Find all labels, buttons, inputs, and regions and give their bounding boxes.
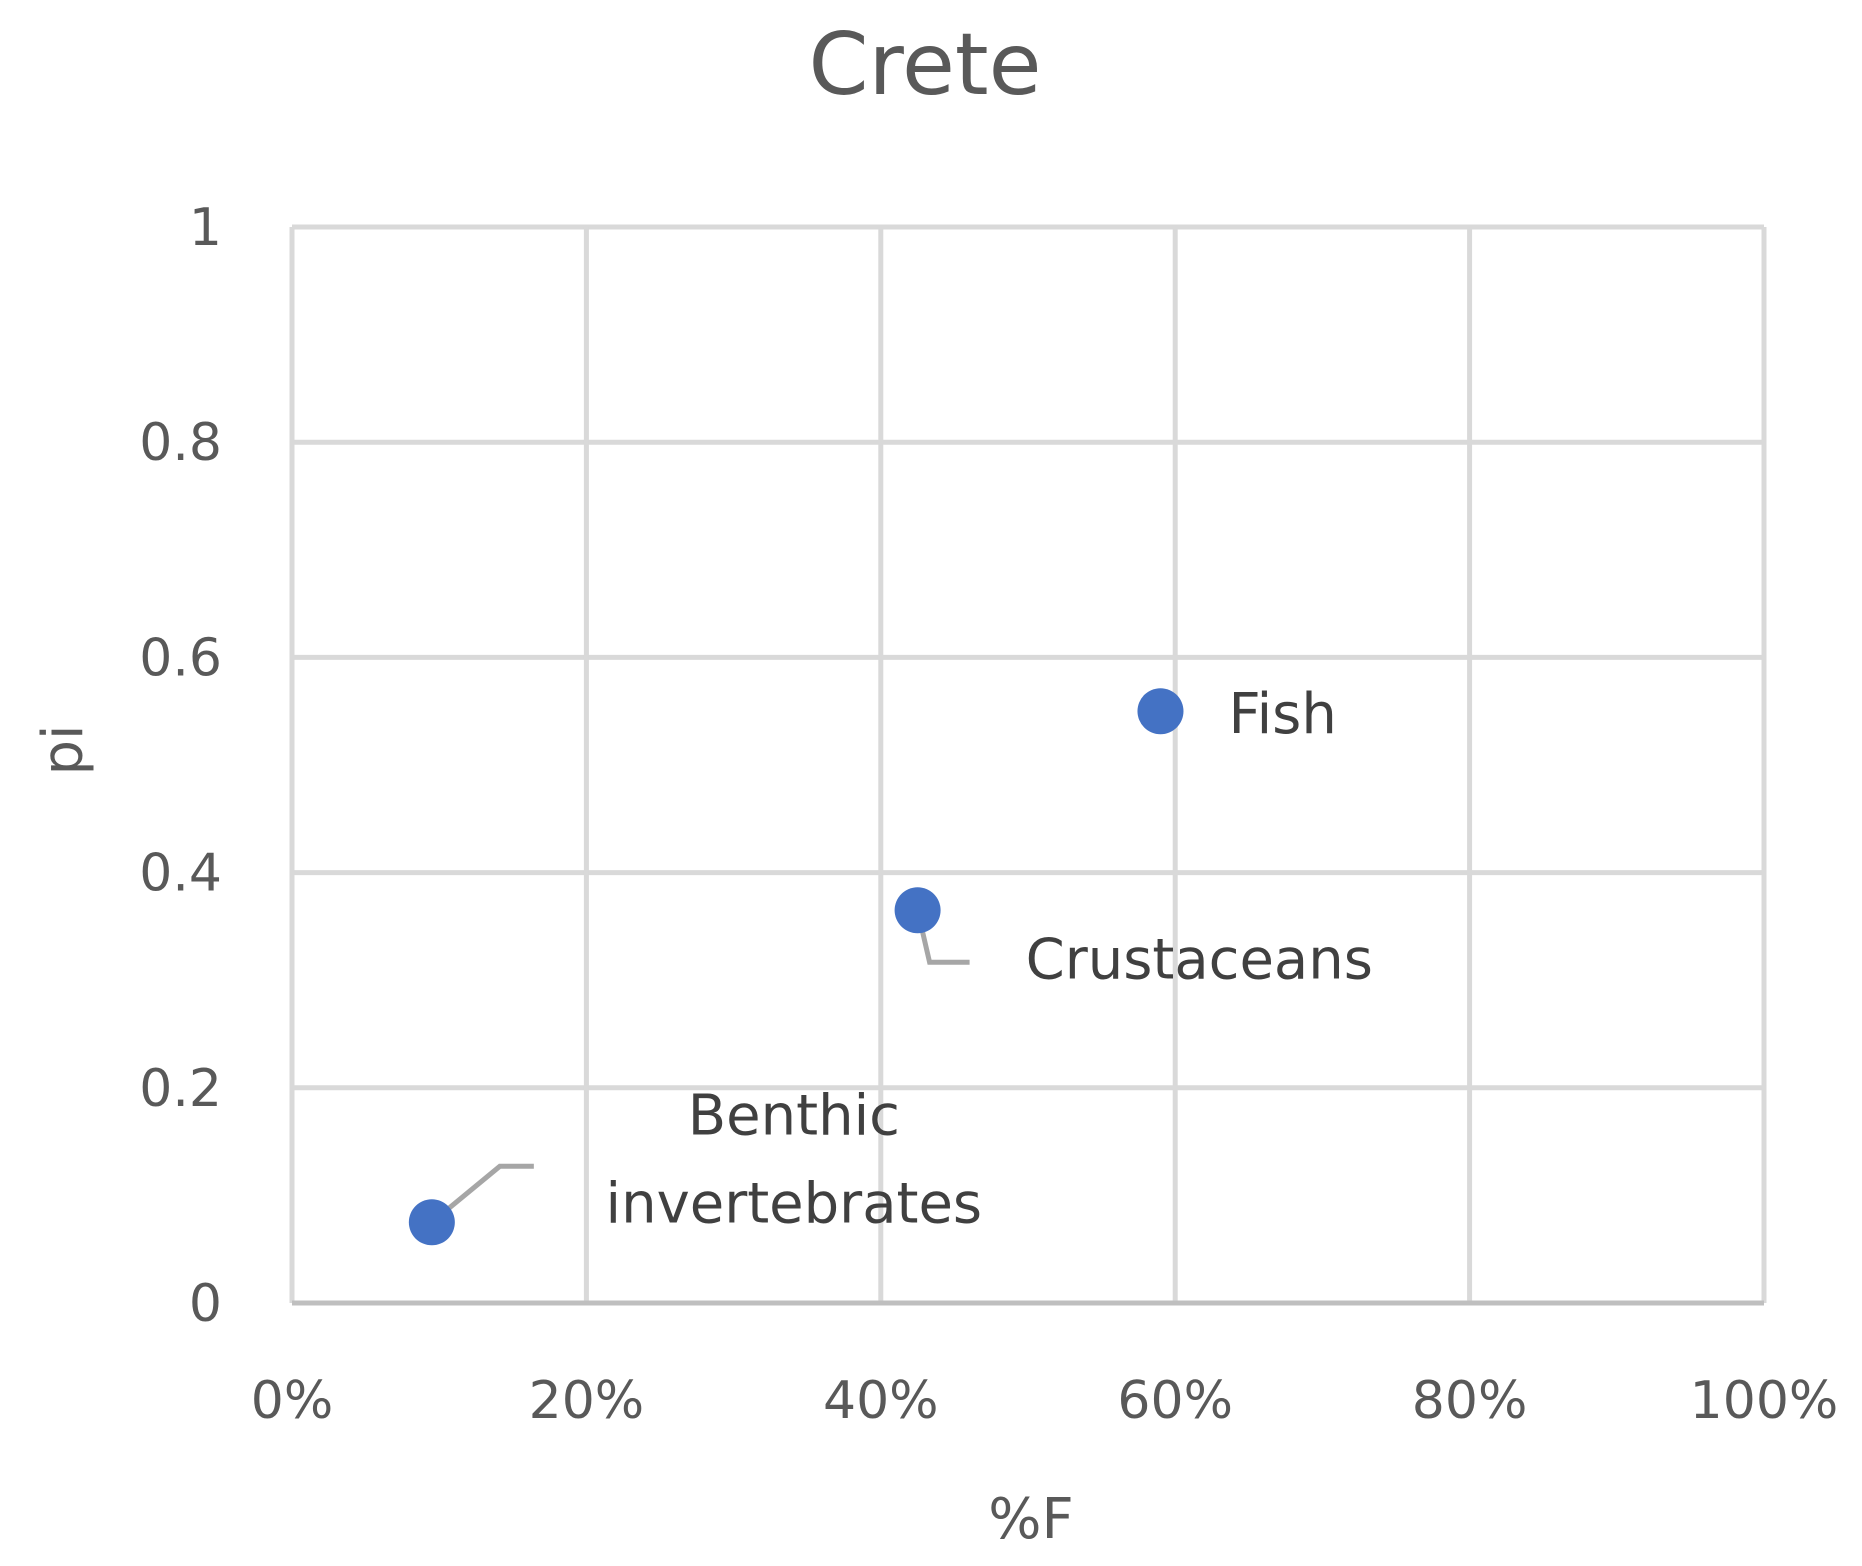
y-tick-label: 0.2 (139, 1059, 222, 1119)
x-tick-label: 40% (823, 1371, 939, 1431)
data-label-line: invertebrates (606, 1171, 983, 1236)
data-label-line: Benthic (688, 1083, 900, 1148)
x-tick-label: 80% (1412, 1371, 1528, 1431)
data-label: Crustaceans (1026, 927, 1373, 992)
x-tick-label: 20% (529, 1371, 645, 1431)
data-label-line: Fish (1228, 682, 1336, 747)
chart-title: Crete (808, 15, 1041, 115)
x-tick-label: 0% (251, 1371, 334, 1431)
x-tick-label: 60% (1117, 1371, 1233, 1431)
data-label-line: Crustaceans (1026, 927, 1373, 992)
leader-line (430, 1163, 534, 1225)
y-tick-label: 0.8 (139, 413, 222, 473)
y-axis-title: pi (31, 724, 96, 775)
data-label: Fish (1228, 682, 1336, 747)
y-tick-label: 0.4 (139, 844, 222, 904)
data-labels: Fish Crustaceans Benthic invertebrates (606, 682, 1373, 1236)
data-point (1137, 688, 1184, 735)
x-axis-ticks: 0% 20% 40% 60% 80% 100% (251, 1371, 1839, 1431)
data-label: Benthic invertebrates (606, 1083, 983, 1236)
y-axis-ticks: 0 0.2 0.4 0.6 0.8 1 (139, 198, 222, 1334)
grid-lines (289, 224, 1767, 1306)
data-point (408, 1199, 455, 1246)
x-axis-title: %F (988, 1487, 1073, 1552)
x-tick-label: 100% (1690, 1371, 1839, 1431)
y-tick-label: 0.6 (139, 628, 222, 688)
y-tick-label: 0 (189, 1274, 222, 1334)
y-tick-label: 1 (189, 198, 222, 258)
data-point (894, 887, 941, 934)
data-points (408, 688, 1184, 1246)
